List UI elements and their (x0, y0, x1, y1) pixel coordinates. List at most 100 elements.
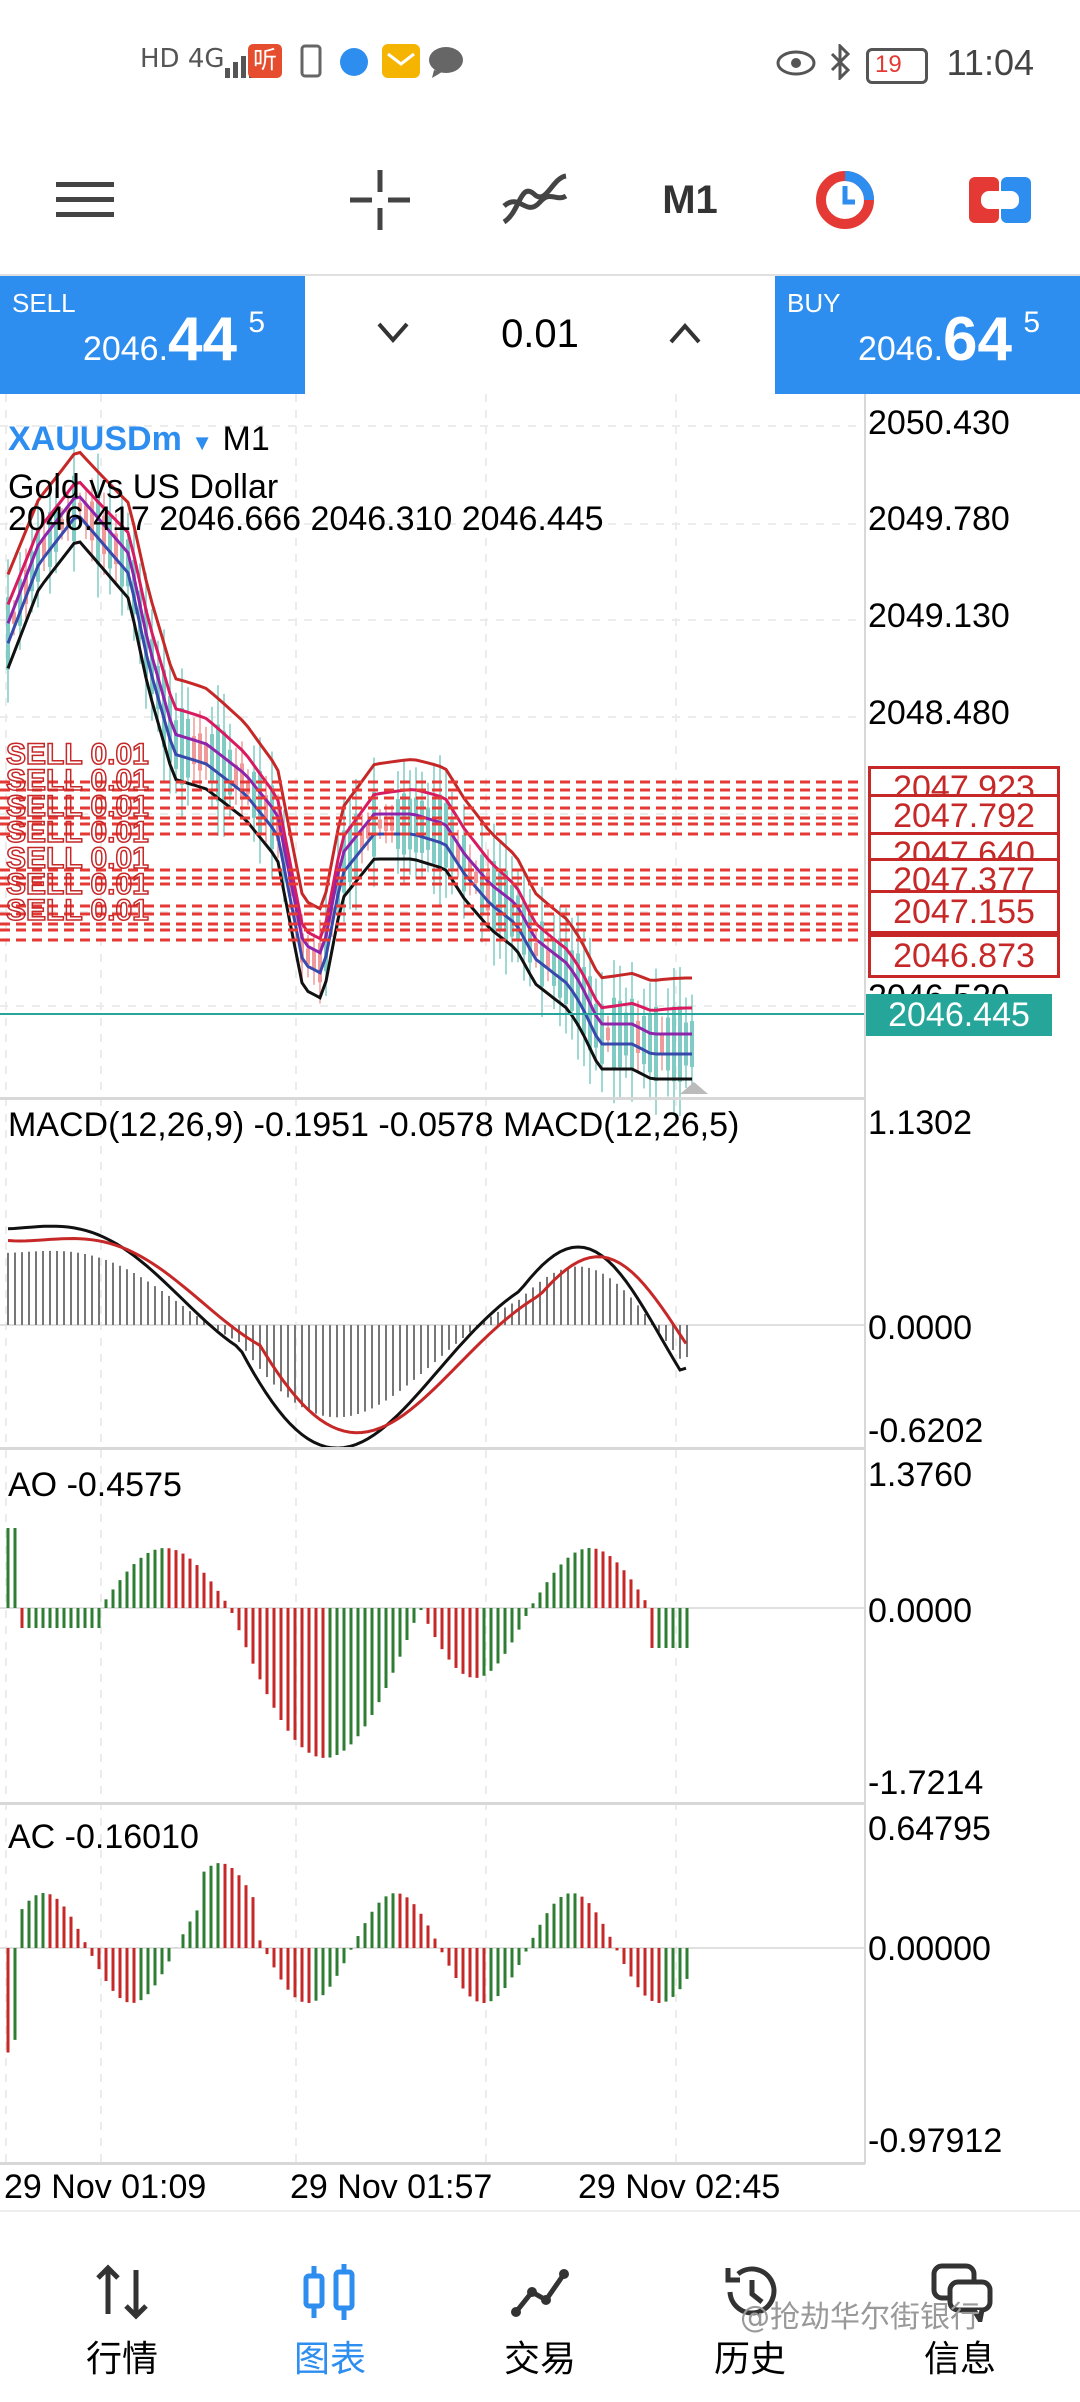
candle-body (450, 819, 454, 870)
chart-toolbar: M1 (0, 130, 1080, 270)
indicators-button[interactable] (490, 130, 580, 270)
candle-body (396, 799, 400, 849)
ao-axis-label: 1.3760 (868, 1456, 972, 1494)
buy-button[interactable]: BUY 2046.64 5 (775, 276, 1080, 394)
candle-body (426, 807, 430, 850)
candle-body (276, 813, 280, 841)
battery-level: 19 (875, 51, 902, 78)
candle-body (30, 551, 34, 592)
candle-body (144, 608, 148, 678)
mail-icon (382, 44, 420, 78)
new-order-button[interactable] (960, 130, 1040, 270)
candle-body (66, 505, 70, 527)
hamburger-icon (56, 182, 114, 217)
buy-label: BUY (787, 288, 841, 318)
chart-area[interactable]: SELL 0.01 SELL 0.01 SELL 0.01 SELL 0.01 SELL… (0, 394, 1080, 2204)
candle-body (132, 559, 136, 615)
messages-icon (931, 2263, 993, 2322)
sell-price-big: 44 (168, 305, 237, 374)
menu-button[interactable] (40, 130, 130, 270)
buy-price-sup: 5 (1023, 306, 1040, 339)
candle-body (174, 720, 178, 769)
candle-body (168, 696, 172, 763)
candle-body (324, 921, 328, 972)
candle-body (258, 770, 262, 834)
phone-icon (300, 44, 322, 78)
increase-lot-button[interactable] (667, 320, 703, 346)
nav-label: 交易 (503, 2339, 576, 2380)
scroll-marker-icon (680, 1082, 708, 1094)
trade-trend-icon (511, 2269, 569, 2317)
ac-histogram (0, 1863, 865, 2053)
time-axis-label: 29 Nov 01:57 (290, 2168, 493, 2206)
order-label: SELL 0.01 (6, 842, 149, 875)
nav-history[interactable]: 历史 (660, 2212, 840, 2402)
current-price-tag: 2046.445 (866, 994, 1052, 1036)
nav-quotes[interactable]: 行情 (32, 2212, 212, 2402)
candle-body (210, 734, 214, 783)
candle-body (156, 665, 160, 710)
chat-bubble-icon (429, 47, 463, 78)
candle-body (618, 1000, 622, 1068)
candle-body (198, 733, 202, 771)
macd-indicator (0, 1224, 865, 1450)
nav-label: 信息 (923, 2339, 996, 2380)
candle-body (36, 529, 40, 582)
buy-price: 2046.64 (858, 304, 1012, 375)
nav-label: 历史 (713, 2339, 786, 2380)
ao-axis-label: 0.0000 (868, 1592, 972, 1630)
pane-separator (0, 1802, 865, 1805)
clock-refresh-icon (816, 171, 874, 229)
moving-average-line (6, 450, 692, 982)
sell-price-sup: 5 (248, 306, 265, 339)
candle-body (360, 829, 364, 850)
candle-body (672, 1006, 676, 1082)
indicator-wave-icon (502, 173, 568, 225)
price-axis-label: 2049.130 (868, 597, 1010, 635)
candlestick-chart-icon (303, 2264, 355, 2320)
symbol-dropdown-icon: ▼ (191, 430, 214, 455)
moving-average-line (6, 515, 692, 1056)
moving-average-line (6, 495, 692, 1036)
candle-body (138, 590, 142, 640)
price-axis-border (864, 394, 866, 2164)
crosshair-button[interactable] (340, 130, 420, 270)
nav-messages[interactable]: 信息 (870, 2212, 1050, 2402)
macd-axis-label: -0.6202 (868, 1412, 984, 1450)
candle-body (594, 1003, 598, 1048)
candle-body (102, 515, 106, 555)
candle-body (48, 511, 52, 567)
candle-body (474, 871, 478, 883)
pane-separator (0, 1447, 865, 1450)
timeframe-button[interactable]: M1 (662, 177, 718, 222)
candle-body (108, 515, 112, 569)
pane-separator (0, 2162, 865, 2165)
macd-axis-label: 0.0000 (868, 1309, 972, 1347)
moving-averages (6, 450, 692, 1081)
candle-body (348, 825, 352, 883)
bottom-navigation: 行情 图表 交易 历史 信息 (0, 2210, 1080, 2402)
candle-body (456, 844, 460, 864)
one-click-trading-button[interactable] (805, 130, 885, 270)
candle-body (60, 518, 64, 529)
macd-axis-label: 1.1302 (868, 1104, 972, 1142)
order-label: SELL 0.01 (6, 894, 149, 927)
candle-body (120, 525, 124, 587)
lot-size-value[interactable]: 0.01 (501, 312, 579, 356)
candle-body (162, 669, 166, 748)
decrease-lot-button[interactable] (375, 320, 411, 346)
sell-button[interactable]: SELL 2046.44 5 (0, 276, 305, 394)
candle-body (540, 921, 544, 987)
candle-body (354, 813, 358, 880)
nav-chart[interactable]: 图表 (240, 2212, 420, 2402)
nav-trade[interactable]: 交易 (450, 2212, 630, 2402)
ac-axis-label: 0.64795 (868, 1810, 991, 1848)
symbol-header[interactable]: XAUUSDm ▼ M1 (8, 420, 270, 459)
status-bar: HD 4G 听 19 11:04 (0, 0, 1080, 130)
symbol-description: Gold vs US Dollar (8, 468, 279, 506)
ao-histogram (0, 1528, 865, 1758)
chart-grid (0, 394, 865, 2164)
candle-body (366, 824, 370, 839)
candle-body (690, 1020, 694, 1068)
